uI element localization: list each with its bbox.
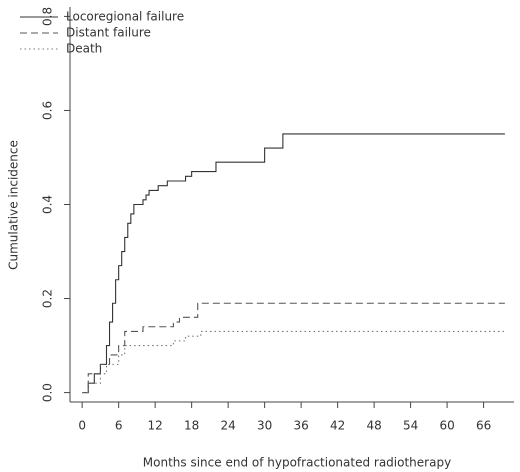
x-tick-label: 66: [476, 419, 491, 433]
step-line: [82, 330, 505, 394]
x-tick-label: 0: [78, 419, 86, 433]
x-tick-label: 6: [115, 419, 123, 433]
step-line: [82, 302, 505, 394]
x-tick-label: 30: [257, 419, 272, 433]
y-tick-label: 0.0: [41, 383, 55, 402]
y-tick-label: 0.2: [41, 289, 55, 308]
y-tick-label: 0.8: [41, 7, 55, 26]
x-tick-label: 48: [366, 419, 381, 433]
legend-label: Locoregional failure: [66, 10, 184, 24]
x-tick-label: 12: [148, 419, 163, 433]
legend-label: Death: [66, 42, 102, 56]
y-axis-label: Cumulative incidence: [7, 140, 21, 270]
y-tick-label: 0.6: [41, 101, 55, 120]
x-tick-label: 60: [439, 419, 454, 433]
x-tick-label: 54: [403, 419, 418, 433]
step-line: [82, 133, 505, 394]
x-tick-label: 18: [184, 419, 199, 433]
legend-label: Distant failure: [66, 26, 151, 40]
y-tick-label: 0.4: [41, 195, 55, 214]
x-tick-label: 24: [220, 419, 235, 433]
x-tick-label: 42: [330, 419, 345, 433]
x-axis-label: Months since end of hypofractionated rad…: [143, 456, 451, 470]
x-tick-label: 36: [293, 419, 308, 433]
